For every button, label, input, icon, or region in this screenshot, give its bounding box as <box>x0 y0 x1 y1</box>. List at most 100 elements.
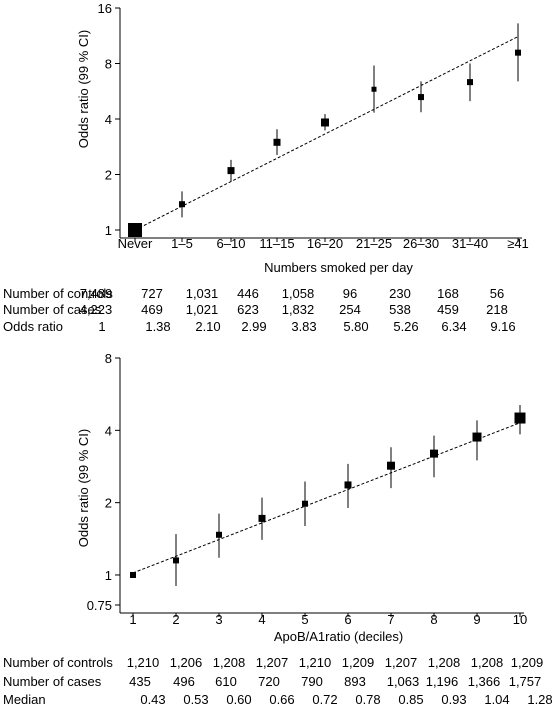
table-cell: 1,031 <box>186 286 219 301</box>
table-cell: 893 <box>344 674 366 689</box>
y-axis-title: Odds ratio (99 % CI) <box>76 30 91 149</box>
table-row-label: Odds ratio <box>3 319 63 334</box>
data-point <box>418 94 424 101</box>
x-tick-label: 1 <box>129 612 136 627</box>
x-tick-label: 2 <box>172 612 179 627</box>
table-cell: 168 <box>437 286 459 301</box>
x-tick-label: 1–5 <box>171 236 193 251</box>
chart-panel-2: 0.75 1 2 4 8 Odds ratio (99 % CI) 1 2 3 4 5 6 7 8 9 10 A… <box>3 351 553 707</box>
table-cell: 1,210 <box>299 655 332 670</box>
table-row-label: Number of cases <box>3 674 102 689</box>
table-cell: 56 <box>490 286 504 301</box>
x-axis-title: Numbers smoked per day <box>264 260 413 275</box>
x-tick-label: 9 <box>473 612 480 627</box>
data-point <box>467 79 473 86</box>
x-tick-label: 6 <box>344 612 351 627</box>
table-cell: 1,207 <box>385 655 418 670</box>
table-cell: 727 <box>141 286 163 301</box>
y-tick-label: 1 <box>105 568 112 583</box>
x-axis-title: ApoB/A1ratio (deciles) <box>274 629 403 644</box>
y-tick-label: 8 <box>105 351 112 366</box>
y-tick-label: 4 <box>105 423 112 438</box>
table-cell: 5.26 <box>393 319 418 334</box>
table-cell: 230 <box>389 286 411 301</box>
table-cell: 610 <box>215 674 237 689</box>
table-cell: 1,058 <box>282 286 315 301</box>
x-tick-label: 21–25 <box>356 236 392 251</box>
data-point <box>472 432 482 442</box>
table-cell: 1,021 <box>186 302 219 317</box>
data-point <box>514 412 526 424</box>
table-cell: 0.72 <box>312 692 337 707</box>
table-cell: 4,223 <box>80 302 113 317</box>
table-cell: 0.66 <box>269 692 294 707</box>
data-point <box>179 201 185 208</box>
y-tick-label: 16 <box>98 1 112 16</box>
x-tick-label: 16–20 <box>307 236 343 251</box>
table-cell: 435 <box>129 674 151 689</box>
table-cell: 2.10 <box>195 319 220 334</box>
table-cell: 1,196 <box>426 674 459 689</box>
table-cell: 0.53 <box>183 692 208 707</box>
data-point <box>128 223 142 237</box>
table-cell: 9.16 <box>490 319 515 334</box>
table-cell: 1,207 <box>256 655 289 670</box>
table-cell: 623 <box>237 302 259 317</box>
x-tick-label: Never <box>118 236 153 251</box>
data-point <box>227 167 235 175</box>
table-cell: 1,206 <box>170 655 203 670</box>
y-tick-label: 4 <box>105 112 112 127</box>
data-point <box>216 531 222 538</box>
table-cell: 1.28 <box>527 692 552 707</box>
table-cell: 790 <box>301 674 323 689</box>
data-point <box>173 557 179 564</box>
x-tick-label: 6–10 <box>217 236 246 251</box>
table-cell: 446 <box>237 286 259 301</box>
table-cell: 0.85 <box>398 692 423 707</box>
y-tick-label: 1 <box>105 223 112 238</box>
table-row-label: Number of cases <box>3 302 102 317</box>
table-cell: 0.60 <box>226 692 251 707</box>
table-cell: 7,489 <box>80 286 113 301</box>
x-tick-label: ≥41 <box>507 236 529 251</box>
table-cell: 1,063 <box>387 674 420 689</box>
data-point <box>273 138 281 146</box>
table-cell: 469 <box>141 302 163 317</box>
trend-line <box>132 422 521 574</box>
data-point <box>321 118 329 127</box>
table-cell: 1,757 <box>509 674 542 689</box>
x-tick-label: 7 <box>387 612 394 627</box>
data-point <box>258 514 266 522</box>
data-point <box>430 449 438 458</box>
data-point <box>515 49 521 56</box>
x-tick-label: 3 <box>215 612 222 627</box>
table-cell: 1,208 <box>213 655 246 670</box>
table-cell: 1.04 <box>484 692 509 707</box>
table-cell: 1,832 <box>282 302 315 317</box>
table-row-label: Median <box>3 692 46 707</box>
data-point <box>387 461 395 470</box>
table-cell: 96 <box>343 286 357 301</box>
table-cell: 496 <box>173 674 195 689</box>
table-cell: 720 <box>258 674 280 689</box>
x-tick-label: 26–30 <box>403 236 439 251</box>
table-cell: 1,210 <box>127 655 160 670</box>
table-cell: 2.99 <box>241 319 266 334</box>
table-cell: 254 <box>339 302 361 317</box>
y-tick-label: 2 <box>105 496 112 511</box>
table-cell: 1,366 <box>468 674 501 689</box>
trend-line <box>134 36 519 231</box>
table-cell: 1,209 <box>511 655 544 670</box>
table-cell: 0.93 <box>441 692 466 707</box>
table-cell: 538 <box>389 302 411 317</box>
y-tick-label: 2 <box>105 168 112 183</box>
data-point <box>371 86 377 92</box>
table-row-label: Number of controls <box>3 286 113 301</box>
table-cell: 218 <box>486 302 508 317</box>
table-row-label: Number of controls <box>3 655 113 670</box>
x-tick-label: 5 <box>301 612 308 627</box>
x-tick-label: 31–40 <box>452 236 488 251</box>
data-point <box>302 500 308 507</box>
table-cell: 6.34 <box>441 319 466 334</box>
